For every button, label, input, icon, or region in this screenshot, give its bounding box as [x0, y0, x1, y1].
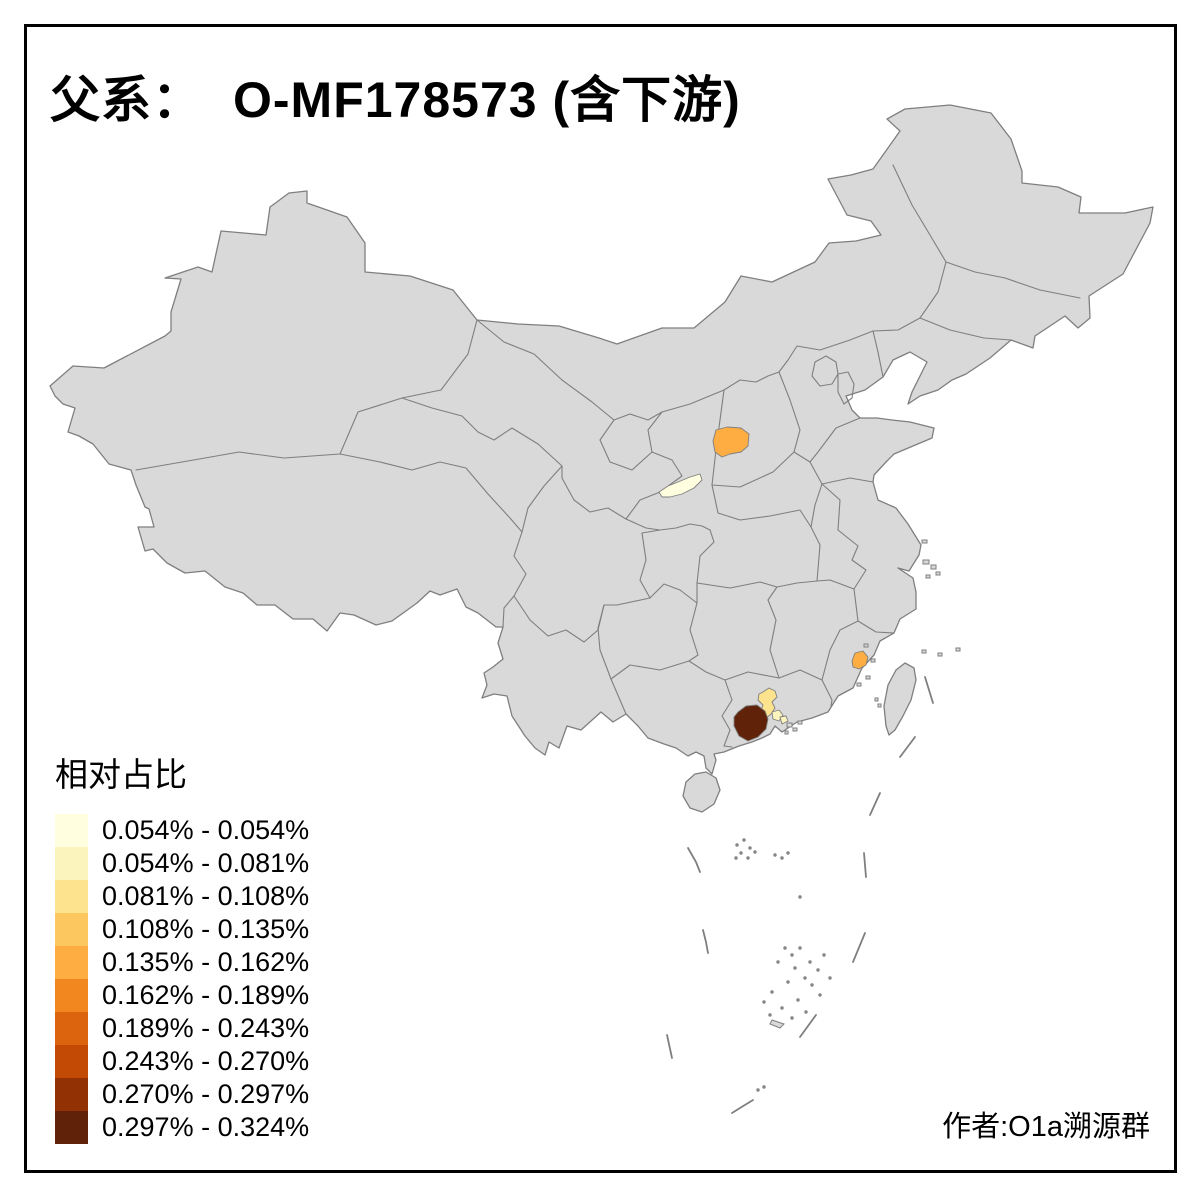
taiwan-island	[883, 662, 917, 736]
region-central-shaanxi	[658, 473, 703, 498]
legend-swatch	[55, 979, 88, 1012]
legend-item: 0.162% - 0.189%	[55, 979, 309, 1012]
legend-label: 0.297% - 0.324%	[102, 1112, 310, 1142]
legend-swatch	[55, 1078, 88, 1111]
legend-items: 0.054% - 0.054% 0.054% - 0.081% 0.081% - 0…	[55, 814, 309, 1144]
legend-label: 0.189% - 0.243%	[102, 1013, 310, 1043]
highlight-regions	[658, 426, 869, 742]
sea-dash-lines	[666, 676, 934, 1114]
island-specks	[734, 838, 832, 1092]
figure-frame	[24, 24, 1177, 1173]
legend-item: 0.054% - 0.081%	[55, 847, 309, 880]
legend: 相对占比 0.054% - 0.054% 0.054% - 0.081% 0.081…	[55, 748, 309, 1144]
author-credit: 作者:O1a溯源群	[942, 1111, 1150, 1143]
legend-item: 0.108% - 0.135%	[55, 913, 309, 946]
legend-label: 0.108% - 0.135%	[102, 914, 310, 944]
legend-swatch	[55, 1012, 88, 1045]
china-mainland	[49, 104, 1154, 775]
legend-item: 0.243% - 0.270%	[55, 1045, 309, 1078]
title-prefix: 父系：	[50, 72, 203, 128]
legend-label: 0.162% - 0.189%	[102, 980, 310, 1010]
legend-item: 0.297% - 0.324%	[55, 1111, 309, 1144]
legend-label: 0.135% - 0.162%	[102, 947, 310, 977]
legend-label: 0.054% - 0.054%	[102, 815, 310, 845]
hainan-island	[682, 771, 721, 813]
legend-item: 0.189% - 0.243%	[55, 1012, 309, 1045]
legend-swatch	[55, 1045, 88, 1078]
region-west-shanxi	[712, 426, 750, 458]
region-pearl-small-2	[779, 715, 789, 725]
legend-item: 0.054% - 0.054%	[55, 814, 309, 847]
legend-swatch	[55, 946, 88, 979]
legend-swatch	[55, 913, 88, 946]
legend-swatch	[55, 880, 88, 913]
title-haplogroup: O-MF178573 (含下游)	[233, 72, 741, 128]
legend-item: 0.081% - 0.108%	[55, 880, 309, 913]
legend-title: 相对占比	[55, 756, 187, 793]
region-fujian-coast	[851, 650, 869, 670]
legend-label: 0.054% - 0.081%	[102, 848, 310, 878]
legend-item: 0.135% - 0.162%	[55, 946, 309, 979]
map-title: 父系： O-MF178573 (含下游)	[50, 60, 741, 132]
legend-label: 0.243% - 0.270%	[102, 1046, 310, 1076]
legend-swatch	[55, 814, 88, 847]
region-pearl-west	[733, 704, 769, 742]
legend-swatch	[55, 1111, 88, 1144]
legend-label: 0.081% - 0.108%	[102, 881, 310, 911]
coastal-islands	[769, 539, 961, 1029]
province-borders	[135, 164, 1081, 748]
legend-item: 0.270% - 0.297%	[55, 1078, 309, 1111]
legend-swatch	[55, 847, 88, 880]
legend-label: 0.270% - 0.297%	[102, 1079, 310, 1109]
